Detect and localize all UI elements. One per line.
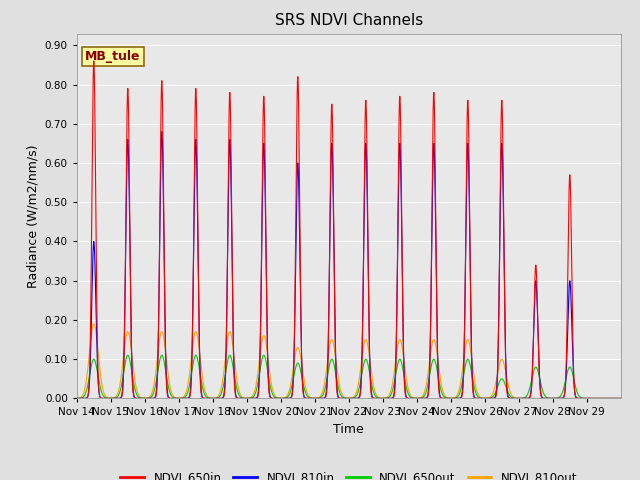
NDVI_650in: [184, 396, 192, 401]
NDVI_650in: [501, 328, 509, 334]
NDVI_650in: [467, 278, 474, 284]
NDVI_810in: [73, 396, 81, 401]
NDVI_650out: [73, 396, 81, 401]
NDVI_650out: [611, 396, 618, 401]
NDVI_810in: [617, 396, 625, 401]
NDVI_810in: [184, 395, 192, 401]
NDVI_650out: [501, 381, 509, 387]
X-axis label: Time: Time: [333, 423, 364, 436]
NDVI_810in: [419, 396, 426, 401]
NDVI_810out: [617, 396, 625, 401]
NDVI_650out: [158, 352, 166, 358]
NDVI_810in: [501, 323, 509, 328]
NDVI_810in: [611, 396, 618, 401]
Line: NDVI_650out: NDVI_650out: [77, 355, 621, 398]
NDVI_650in: [73, 396, 81, 401]
Y-axis label: Radiance (W/m2/nm/s): Radiance (W/m2/nm/s): [26, 144, 39, 288]
NDVI_650in: [611, 396, 618, 401]
Line: NDVI_650in: NDVI_650in: [77, 61, 621, 398]
NDVI_810out: [534, 396, 541, 401]
Legend: NDVI_650in, NDVI_810in, NDVI_650out, NDVI_810out: NDVI_650in, NDVI_810in, NDVI_650out, NDV…: [116, 466, 582, 480]
NDVI_650in: [617, 396, 625, 401]
NDVI_810out: [184, 380, 192, 385]
Title: SRS NDVI Channels: SRS NDVI Channels: [275, 13, 423, 28]
NDVI_810out: [501, 365, 509, 371]
NDVI_650out: [617, 396, 625, 401]
NDVI_810in: [158, 129, 166, 134]
Line: NDVI_810out: NDVI_810out: [77, 324, 621, 398]
NDVI_650in: [534, 314, 541, 320]
NDVI_810out: [419, 394, 426, 399]
NDVI_650out: [467, 363, 474, 369]
NDVI_810out: [90, 321, 98, 327]
NDVI_810out: [73, 396, 81, 401]
NDVI_810in: [534, 318, 541, 324]
NDVI_650out: [534, 367, 541, 373]
NDVI_810out: [611, 396, 618, 401]
Text: MB_tule: MB_tule: [85, 50, 140, 63]
NDVI_810in: [467, 279, 474, 285]
NDVI_650out: [419, 395, 426, 400]
NDVI_650in: [419, 396, 426, 401]
NDVI_810out: [467, 346, 474, 351]
NDVI_650in: [90, 58, 98, 64]
NDVI_650out: [184, 387, 192, 393]
Line: NDVI_810in: NDVI_810in: [77, 132, 621, 398]
